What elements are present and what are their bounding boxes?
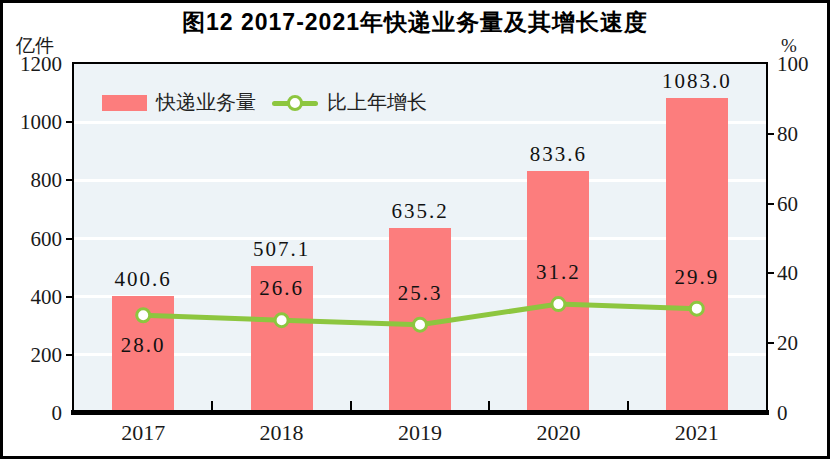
growth-marker-2017 [137, 309, 150, 322]
left-tick-200 [66, 354, 74, 356]
right-axis-label-0: 0 [777, 401, 829, 425]
chart-title: 图12 2017-2021年快递业务量及其增长速度 [0, 7, 830, 38]
left-axis-label-200: 200 [10, 343, 62, 367]
right-tick-20 [766, 342, 774, 344]
left-axis-label-1000: 1000 [10, 110, 62, 134]
legend-bar-label: 快递业务量 [156, 89, 256, 116]
right-tick-80 [766, 133, 774, 135]
legend-line-label: 比上年增长 [327, 89, 427, 116]
growth-value-2019: 25.3 [398, 282, 443, 304]
growth-marker-2018 [275, 314, 288, 327]
growth-value-2017: 28.0 [121, 334, 166, 356]
right-tick-40 [766, 272, 774, 274]
right-axis-label-20: 20 [777, 331, 829, 355]
right-axis-label-40: 40 [777, 261, 829, 285]
left-axis-label-0: 0 [10, 401, 62, 425]
growth-value-2021: 29.9 [674, 266, 719, 288]
left-axis-label-600: 600 [10, 227, 62, 251]
legend-bar-swatch [102, 95, 147, 111]
left-tick-600 [66, 238, 74, 240]
right-axis-label-80: 80 [777, 122, 829, 146]
right-tick-60 [766, 203, 774, 205]
x-axis-line [71, 410, 769, 415]
right-axis-label-60: 60 [777, 192, 829, 216]
legend-line-marker [287, 95, 303, 111]
x-axis-label-2018: 2018 [260, 420, 304, 446]
left-axis-label-400: 400 [10, 285, 62, 309]
plot-area: 400.6507.1635.2833.61083.028.026.625.331… [74, 64, 766, 413]
right-axis-label-100: 100 [777, 52, 829, 76]
growth-value-2020: 31.2 [536, 261, 581, 283]
legend: 快递业务量 比上年增长 [102, 89, 427, 116]
x-axis-label-2020: 2020 [536, 420, 580, 446]
chart-figure: 图12 2017-2021年快递业务量及其增长速度 亿件 % 400.6507.… [0, 0, 830, 459]
growth-marker-2020 [552, 298, 565, 311]
growth-marker-2021 [690, 302, 703, 315]
growth-marker-2019 [414, 318, 427, 331]
left-tick-1000 [66, 121, 74, 123]
growth-value-2018: 26.6 [259, 277, 304, 299]
left-tick-800 [66, 179, 74, 181]
legend-line-swatch [272, 94, 318, 112]
left-tick-400 [66, 296, 74, 298]
left-axis-label-1200: 1200 [10, 52, 62, 76]
x-axis-label-2017: 2017 [121, 420, 165, 446]
growth-line-layer [74, 64, 766, 413]
x-axis-label-2019: 2019 [398, 420, 442, 446]
left-axis-label-800: 800 [10, 168, 62, 192]
x-axis-label-2021: 2021 [675, 420, 719, 446]
